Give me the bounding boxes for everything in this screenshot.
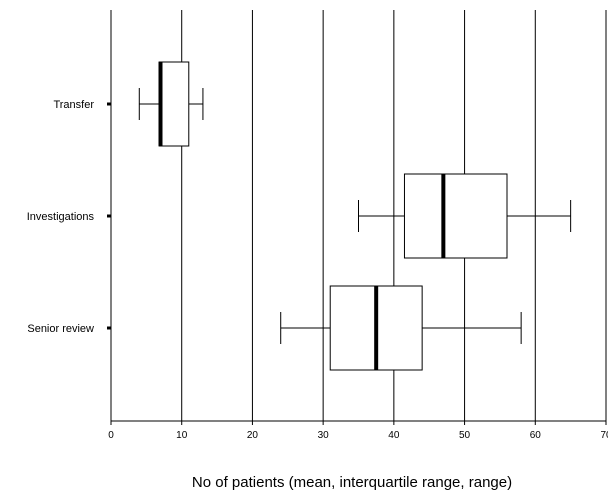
y-category-label: Senior review — [27, 323, 94, 335]
x-tick-label: 20 — [247, 430, 259, 441]
iqr-box — [158, 61, 190, 147]
y-category-label: Transfer — [53, 99, 94, 111]
labels: 0 10 20 30 40 50 60 70 Transfer Investigations Sen… — [27, 99, 608, 441]
x-tick-label: 70 — [600, 430, 608, 441]
x-tick-label: 60 — [530, 430, 542, 441]
y-category-label: Investigations — [27, 211, 95, 223]
x-tick-label: 0 — [108, 430, 114, 441]
boxes — [138, 61, 572, 371]
x-tick-label: 40 — [388, 430, 400, 441]
x-tick-label: 10 — [176, 430, 188, 441]
x-axis-label: No of patients (mean, interquartile rang… — [192, 474, 512, 490]
iqr-box — [403, 173, 508, 259]
axes — [107, 10, 607, 425]
x-tick-label: 50 — [459, 430, 471, 441]
x-tick-label: 30 — [318, 430, 330, 441]
